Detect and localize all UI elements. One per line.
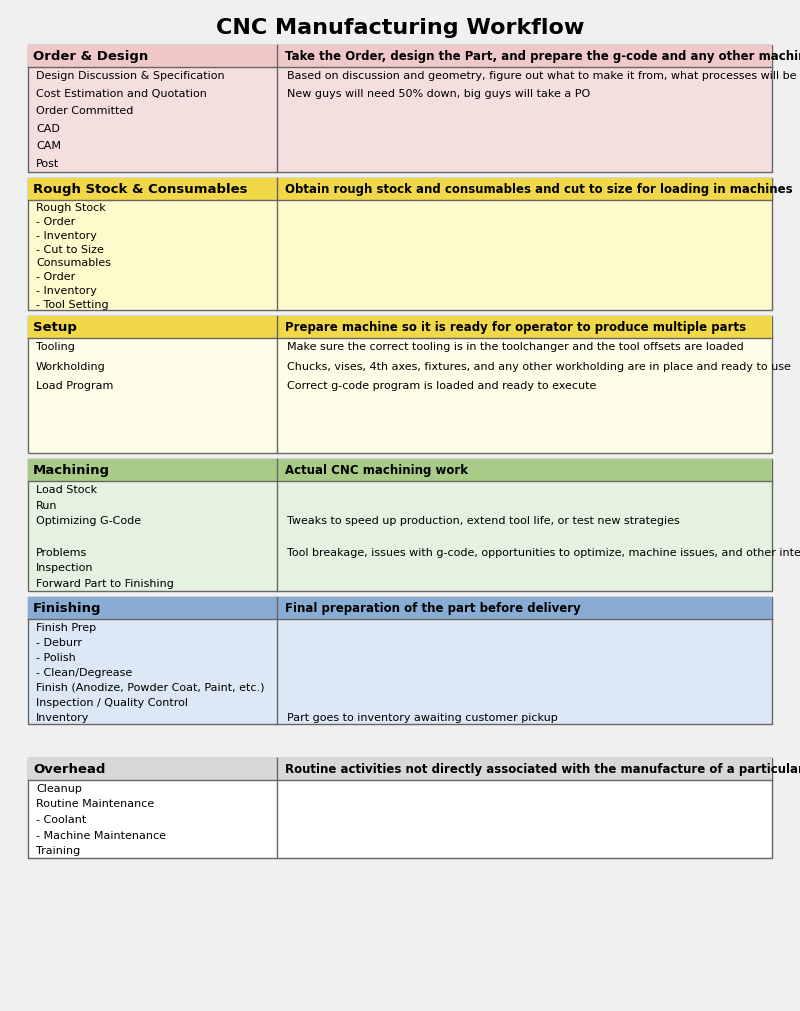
Bar: [28, 179, 772, 310]
Text: Run: Run: [36, 500, 58, 510]
Text: - Clean/Degrease: - Clean/Degrease: [36, 667, 132, 677]
Text: - Coolant: - Coolant: [36, 814, 86, 824]
Text: Optimizing G-Code: Optimizing G-Code: [36, 516, 141, 526]
Text: CAM: CAM: [36, 141, 61, 151]
Text: Finish (Anodize, Powder Coat, Paint, etc.): Finish (Anodize, Powder Coat, Paint, etc…: [36, 682, 265, 692]
Text: Obtain rough stock and consumables and cut to size for loading in machines: Obtain rough stock and consumables and c…: [286, 183, 793, 196]
Text: Prepare machine so it is ready for operator to produce multiple parts: Prepare machine so it is ready for opera…: [286, 321, 746, 335]
Text: Tweaks to speed up production, extend tool life, or test new strategies: Tweaks to speed up production, extend to…: [287, 516, 680, 526]
Text: CAD: CAD: [36, 123, 60, 133]
Bar: [28, 758, 772, 858]
Text: Post: Post: [36, 159, 59, 169]
Text: Based on discussion and geometry, figure out what to make it from, what processe: Based on discussion and geometry, figure…: [287, 71, 800, 81]
Text: Order & Design: Order & Design: [33, 51, 148, 64]
Text: New guys will need 50% down, big guys will take a PO: New guys will need 50% down, big guys wi…: [287, 89, 590, 98]
Text: - Polish: - Polish: [36, 652, 76, 662]
Text: Workholding: Workholding: [36, 361, 106, 371]
Text: Cost Estimation and Quotation: Cost Estimation and Quotation: [36, 89, 207, 98]
Text: Inspection / Quality Control: Inspection / Quality Control: [36, 697, 188, 707]
Text: Take the Order, design the Part, and prepare the g-code and any other machine in: Take the Order, design the Part, and pre…: [286, 51, 800, 64]
Bar: [28, 45, 772, 173]
Text: Routine activities not directly associated with the manufacture of a particular : Routine activities not directly associat…: [286, 762, 800, 775]
Text: - Cut to Size: - Cut to Size: [36, 245, 104, 255]
Bar: [28, 460, 772, 591]
Bar: [28, 598, 772, 724]
Text: Tooling: Tooling: [36, 342, 75, 352]
Text: Load Program: Load Program: [36, 380, 114, 390]
Text: Forward Part to Finishing: Forward Part to Finishing: [36, 578, 174, 588]
Text: Machining: Machining: [33, 464, 110, 477]
Bar: [28, 758, 772, 780]
Text: Final preparation of the part before delivery: Final preparation of the part before del…: [286, 602, 581, 615]
Text: Make sure the correct tooling is in the toolchanger and the tool offsets are loa: Make sure the correct tooling is in the …: [287, 342, 744, 352]
Text: Routine Maintenance: Routine Maintenance: [36, 799, 154, 809]
Text: Inspection: Inspection: [36, 563, 94, 573]
Text: Order Committed: Order Committed: [36, 106, 134, 116]
Text: Training: Training: [36, 845, 80, 855]
Bar: [28, 179, 772, 201]
Text: Design Discussion & Specification: Design Discussion & Specification: [36, 71, 225, 81]
Text: Problems: Problems: [36, 547, 87, 557]
Text: - Deburr: - Deburr: [36, 637, 82, 647]
Bar: [28, 316, 772, 339]
Text: Setup: Setup: [33, 321, 77, 335]
Text: Inventory: Inventory: [36, 712, 90, 722]
Text: CNC Manufacturing Workflow: CNC Manufacturing Workflow: [216, 18, 584, 38]
Text: - Inventory: - Inventory: [36, 286, 97, 295]
Text: Load Stock: Load Stock: [36, 484, 97, 494]
Text: - Inventory: - Inventory: [36, 231, 97, 241]
Bar: [28, 598, 772, 620]
Text: - Order: - Order: [36, 272, 75, 282]
Text: - Machine Maintenance: - Machine Maintenance: [36, 830, 166, 840]
Text: Actual CNC machining work: Actual CNC machining work: [286, 464, 468, 477]
Text: - Tool Setting: - Tool Setting: [36, 299, 109, 309]
Text: Cleanup: Cleanup: [36, 784, 82, 793]
Bar: [28, 45, 772, 68]
Text: Consumables: Consumables: [36, 258, 111, 268]
Text: - Order: - Order: [36, 217, 75, 227]
Bar: [28, 316, 772, 454]
Text: Correct g-code program is loaded and ready to execute: Correct g-code program is loaded and rea…: [287, 380, 597, 390]
Bar: [28, 460, 772, 481]
Text: Rough Stock: Rough Stock: [36, 203, 106, 213]
Text: Overhead: Overhead: [33, 762, 106, 775]
Text: Finish Prep: Finish Prep: [36, 622, 96, 632]
Text: Rough Stock & Consumables: Rough Stock & Consumables: [33, 183, 247, 196]
Text: Chucks, vises, 4th axes, fixtures, and any other workholding are in place and re: Chucks, vises, 4th axes, fixtures, and a…: [287, 361, 791, 371]
Text: Finishing: Finishing: [33, 602, 102, 615]
Text: Tool breakage, issues with g-code, opportunities to optimize, machine issues, an: Tool breakage, issues with g-code, oppor…: [287, 547, 800, 557]
Text: Part goes to inventory awaiting customer pickup: Part goes to inventory awaiting customer…: [287, 712, 558, 722]
